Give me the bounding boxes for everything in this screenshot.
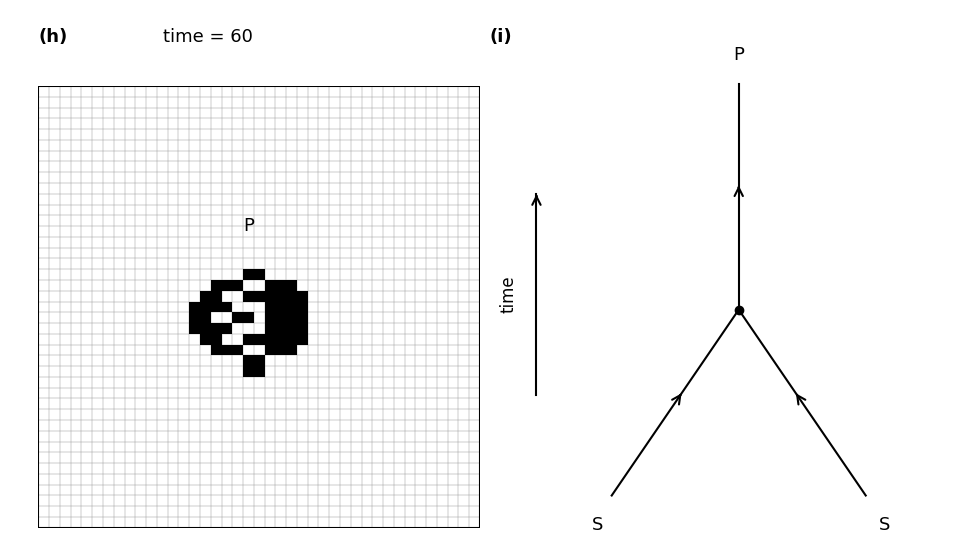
- Bar: [211, 301, 222, 312]
- Text: (i): (i): [490, 28, 513, 46]
- Bar: [265, 280, 276, 291]
- Bar: [286, 301, 297, 312]
- Bar: [276, 291, 286, 301]
- Bar: [222, 280, 232, 291]
- Bar: [286, 291, 297, 301]
- Bar: [211, 334, 222, 345]
- Bar: [232, 312, 243, 323]
- Bar: [265, 334, 276, 345]
- Bar: [253, 269, 265, 280]
- Bar: [222, 345, 232, 355]
- Bar: [286, 345, 297, 355]
- Bar: [200, 291, 211, 301]
- Text: (h): (h): [38, 28, 67, 46]
- Bar: [276, 334, 286, 345]
- Bar: [243, 366, 253, 377]
- Bar: [286, 312, 297, 323]
- Bar: [286, 280, 297, 291]
- Bar: [189, 301, 200, 312]
- Bar: [222, 301, 232, 312]
- Bar: [211, 345, 222, 355]
- Text: time = 60: time = 60: [163, 28, 253, 46]
- Bar: [297, 291, 307, 301]
- Bar: [265, 323, 276, 334]
- Bar: [253, 366, 265, 377]
- Bar: [276, 280, 286, 291]
- Bar: [200, 323, 211, 334]
- Bar: [276, 345, 286, 355]
- Bar: [286, 323, 297, 334]
- Bar: [243, 269, 253, 280]
- Bar: [243, 355, 253, 366]
- Bar: [243, 291, 253, 301]
- Bar: [253, 291, 265, 301]
- Bar: [243, 312, 253, 323]
- Bar: [265, 312, 276, 323]
- Bar: [200, 312, 211, 323]
- Text: S: S: [592, 516, 603, 533]
- Bar: [286, 334, 297, 345]
- Bar: [189, 312, 200, 323]
- Bar: [232, 345, 243, 355]
- Bar: [211, 323, 222, 334]
- Bar: [297, 334, 307, 345]
- Bar: [265, 345, 276, 355]
- Bar: [200, 301, 211, 312]
- Bar: [276, 312, 286, 323]
- Bar: [211, 280, 222, 291]
- Bar: [253, 334, 265, 345]
- Bar: [232, 280, 243, 291]
- Bar: [265, 301, 276, 312]
- Bar: [189, 323, 200, 334]
- Bar: [253, 355, 265, 366]
- Bar: [211, 291, 222, 301]
- Bar: [222, 323, 232, 334]
- Bar: [297, 312, 307, 323]
- Bar: [276, 301, 286, 312]
- Text: S: S: [878, 516, 890, 533]
- Bar: [243, 334, 253, 345]
- Bar: [200, 334, 211, 345]
- Text: P: P: [243, 217, 253, 235]
- Text: P: P: [733, 46, 744, 64]
- Bar: [276, 323, 286, 334]
- Bar: [265, 291, 276, 301]
- Bar: [297, 301, 307, 312]
- Text: time: time: [499, 276, 517, 314]
- Bar: [297, 323, 307, 334]
